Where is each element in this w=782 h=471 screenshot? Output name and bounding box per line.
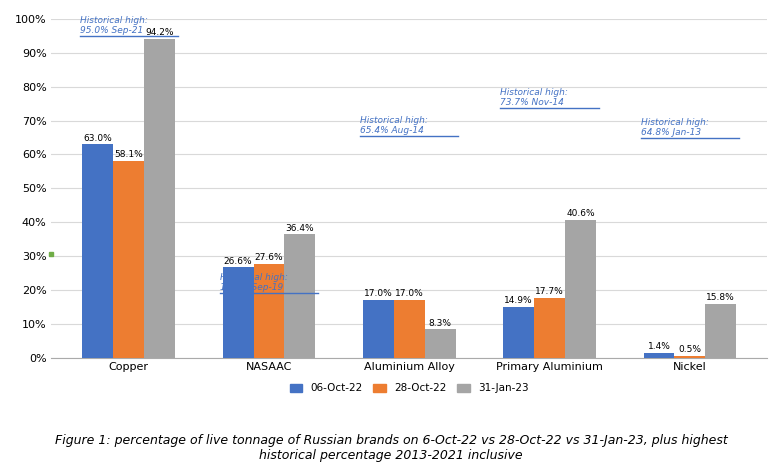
Bar [644, 353, 674, 357]
Bar [113, 161, 144, 357]
Text: 58.1%: 58.1% [114, 150, 143, 159]
Text: Historical high:
64.8% Jan-13: Historical high: 64.8% Jan-13 [640, 118, 708, 137]
Bar [144, 39, 175, 357]
Text: Historical high:
19.0% Sep-19: Historical high: 19.0% Sep-19 [220, 273, 288, 292]
Text: 14.9%: 14.9% [504, 296, 533, 305]
Text: Figure 1: percentage of live tonnage of Russian brands on 6-Oct-22 vs 28-Oct-22 : Figure 1: percentage of live tonnage of … [55, 434, 727, 462]
Text: 36.4%: 36.4% [285, 224, 314, 233]
Bar [223, 268, 253, 357]
Bar [363, 300, 394, 357]
Bar [534, 298, 565, 357]
Bar [285, 234, 315, 357]
Bar [504, 307, 534, 357]
Text: 17.0%: 17.0% [364, 289, 393, 298]
Legend: 06-Oct-22, 28-Oct-22, 31-Jan-23: 06-Oct-22, 28-Oct-22, 31-Jan-23 [287, 380, 532, 396]
Text: 8.3%: 8.3% [429, 319, 452, 328]
Text: 1.4%: 1.4% [647, 342, 670, 351]
Bar [705, 304, 736, 357]
Text: 63.0%: 63.0% [84, 134, 112, 143]
Text: 0.5%: 0.5% [678, 345, 701, 354]
Bar [674, 356, 705, 357]
Bar [425, 329, 456, 357]
Bar [565, 220, 596, 357]
Text: Historical high:
95.0% Sep-21: Historical high: 95.0% Sep-21 [80, 16, 148, 35]
Text: 17.0%: 17.0% [395, 289, 424, 298]
Bar [394, 300, 425, 357]
Text: 94.2%: 94.2% [145, 28, 174, 37]
Bar [253, 264, 285, 357]
Text: 27.6%: 27.6% [255, 253, 283, 262]
Bar [82, 144, 113, 357]
Text: 15.8%: 15.8% [706, 293, 735, 302]
Text: Historical high:
73.7% Nov-14: Historical high: 73.7% Nov-14 [500, 88, 569, 107]
Text: 26.6%: 26.6% [224, 257, 253, 266]
Text: 17.7%: 17.7% [535, 287, 564, 296]
Text: 40.6%: 40.6% [566, 210, 595, 219]
Text: Historical high:
65.4% Aug-14: Historical high: 65.4% Aug-14 [361, 116, 428, 135]
